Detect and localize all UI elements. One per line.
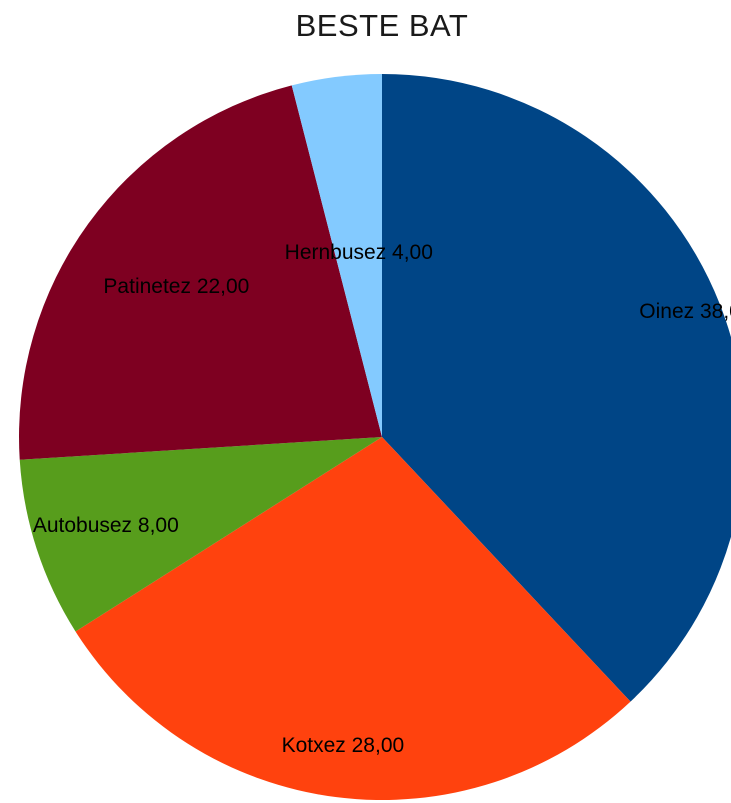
slice-label-kotxez: Kotxez 28,00 xyxy=(282,734,405,757)
pie-slice-autobusez xyxy=(19,437,382,632)
pie-slices xyxy=(19,74,731,801)
chart-title: BESTE BAT xyxy=(295,8,469,43)
pie-slice-patinetez xyxy=(19,85,383,460)
slice-label-oinez: Oinez 38,00 xyxy=(639,300,731,323)
pie-slice-oinez xyxy=(382,74,731,702)
pie-slice-hernbusez xyxy=(291,74,382,437)
slice-label-autobusez: Autobusez 8,00 xyxy=(33,514,179,537)
slice-label-hernbusez: Hernbusez 4,00 xyxy=(285,241,433,264)
slice-label-patinetez: Patinetez 22,00 xyxy=(103,275,249,298)
pie-labels: Oinez 38,00 Kotxez 28,00 Autobusez 8,00 Pat… xyxy=(33,241,731,757)
pie-slice-kotxez xyxy=(75,437,631,801)
